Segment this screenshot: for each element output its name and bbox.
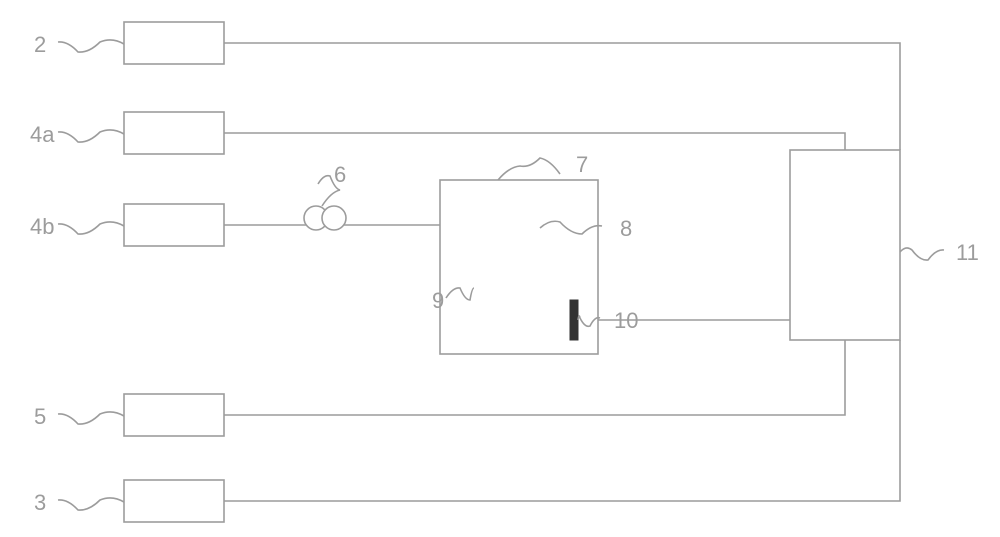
block-n3 [124,480,224,522]
leader-ld2 [58,40,124,52]
connector-p4a [224,133,845,150]
label-l11: 11 [956,240,979,265]
block-n4b [124,204,224,246]
label-l3: 3 [34,490,46,515]
leader-ld11 [900,248,944,260]
leader-ld4b [58,222,124,234]
element-r10 [570,300,578,340]
label-l4a: 4a [30,122,55,147]
block-n11 [790,150,900,340]
block-n5 [124,394,224,436]
label-l4b: 4b [30,214,54,239]
label-l9: 9 [432,288,444,313]
leader-ld7 [498,158,560,180]
label-l5: 5 [34,404,46,429]
label-l10: 10 [614,308,638,333]
label-l2: 2 [34,32,46,57]
connector-p3 [224,340,900,501]
leader-ld3 [58,498,124,510]
block-n4a [124,112,224,154]
label-l7: 7 [576,152,588,177]
symbol-c6b [322,206,346,230]
label-l8: 8 [620,216,632,241]
leader-ld5 [58,412,124,424]
connector-p2 [224,43,900,150]
leader-ld4a [58,130,124,142]
schematic-diagram: 2 4a 4b 5 3 6 7 8 9 10 11 [0,0,1000,537]
label-l6: 6 [334,162,346,187]
block-n2 [124,22,224,64]
